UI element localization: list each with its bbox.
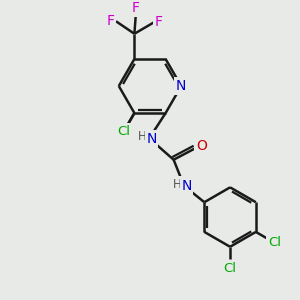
Text: O: O	[196, 139, 207, 153]
Text: F: F	[155, 16, 163, 29]
Text: N: N	[181, 179, 192, 194]
Text: F: F	[132, 1, 140, 15]
Text: N: N	[176, 79, 186, 93]
Text: F: F	[106, 14, 115, 28]
Text: Cl: Cl	[117, 125, 130, 138]
Text: H: H	[173, 178, 182, 191]
Text: Cl: Cl	[268, 236, 281, 249]
Text: N: N	[146, 132, 157, 146]
Text: H: H	[138, 130, 147, 143]
Text: Cl: Cl	[224, 262, 237, 275]
